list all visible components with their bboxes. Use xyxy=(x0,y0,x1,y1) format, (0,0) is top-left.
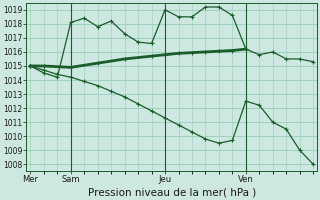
X-axis label: Pression niveau de la mer( hPa ): Pression niveau de la mer( hPa ) xyxy=(88,187,256,197)
